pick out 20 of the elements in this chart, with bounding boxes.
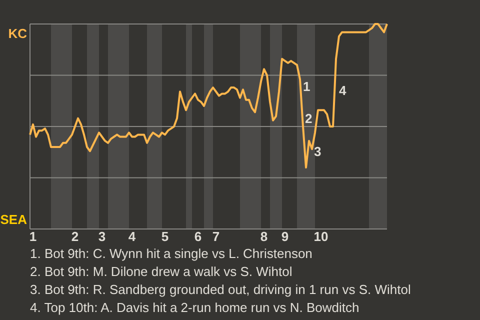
text: 2. Bot 9th: M. Dilone drew a walk vs S. Wihtol [30, 264, 292, 279]
x-tick-label: 5 [161, 229, 169, 244]
annotation: 1 [303, 79, 310, 94]
text: 4. Top 10th: A. Davis hit a 2-run home run vs N. Bowditch [30, 300, 360, 315]
text: SEA [0, 212, 28, 227]
x-tick-label: 2 [71, 229, 79, 244]
annotation: 3 [314, 144, 322, 159]
x-tick-label: 7 [212, 229, 220, 244]
x-tick-label: 8 [260, 229, 268, 244]
annotation: 4 [339, 83, 347, 98]
x-tick-label: 10 [314, 229, 328, 244]
text: KC [8, 26, 28, 41]
x-tick-label: 1 [29, 229, 37, 244]
x-tick-label: 4 [128, 229, 136, 244]
text: 3. Bot 9th: R. Sandberg grounded out, driving in 1 run vs S. Wihtol [30, 282, 411, 297]
annotation: 2 [305, 111, 312, 126]
x-tick-label: 9 [281, 229, 289, 244]
x-tick-label: 3 [98, 229, 106, 244]
text: 1. Bot 9th: C. Wynn hit a single vs L. Christenson [30, 246, 312, 261]
x-tick-label: 6 [194, 229, 202, 244]
